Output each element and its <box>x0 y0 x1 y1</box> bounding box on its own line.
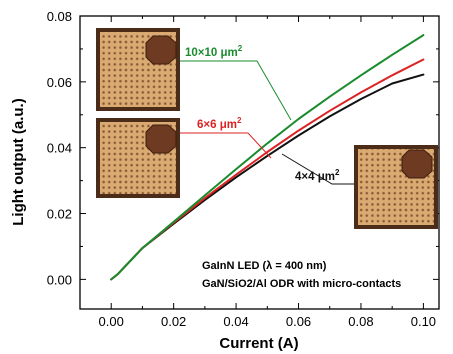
micrograph-4x4 <box>354 145 438 229</box>
y-tick-label: 0.02 <box>47 207 72 222</box>
y-tick-label: 0.04 <box>47 141 72 156</box>
annotation-odr: GaN/SiO2/Al ODR with micro-contacts <box>202 278 401 290</box>
x-tick-label: 0.00 <box>99 314 124 329</box>
leader-4x4 <box>281 153 354 185</box>
x-axis-title: Current (A) <box>219 335 298 352</box>
x-tick-label: 0.08 <box>348 314 373 329</box>
y-tick-label: 0.06 <box>47 75 72 90</box>
leader-10x10 <box>180 60 292 121</box>
callout-6x6: 6×6 μm2 <box>197 116 242 131</box>
x-tick-label: 0.10 <box>411 314 436 329</box>
y-tick-label: 0.08 <box>47 9 72 24</box>
y-tick-label: 0.00 <box>47 272 72 287</box>
series-layer <box>110 34 425 281</box>
plot-frame <box>79 15 440 310</box>
callout-4x4: 4×4 μm2 <box>295 168 340 183</box>
annotation-led: GaInN LED (λ = 400 nm) <box>202 260 327 272</box>
x-tick-label: 0.04 <box>223 314 248 329</box>
micrograph-6x6 <box>96 118 180 198</box>
axis-tick-labels: 0.00 0.02 0.04 0.06 0.08 0.10 0.00 0.02 0.04 0.06… <box>47 9 436 329</box>
x-tick-label: 0.06 <box>286 314 311 329</box>
y-axis-title: Light output (a.u.) <box>10 98 27 225</box>
x-tick-label: 0.02 <box>161 314 186 329</box>
series-line-10x10 <box>110 34 425 281</box>
leader-6x6 <box>180 132 272 159</box>
micrograph-10x10 <box>96 28 180 111</box>
callout-10x10: 10×10 μm2 <box>185 44 243 59</box>
